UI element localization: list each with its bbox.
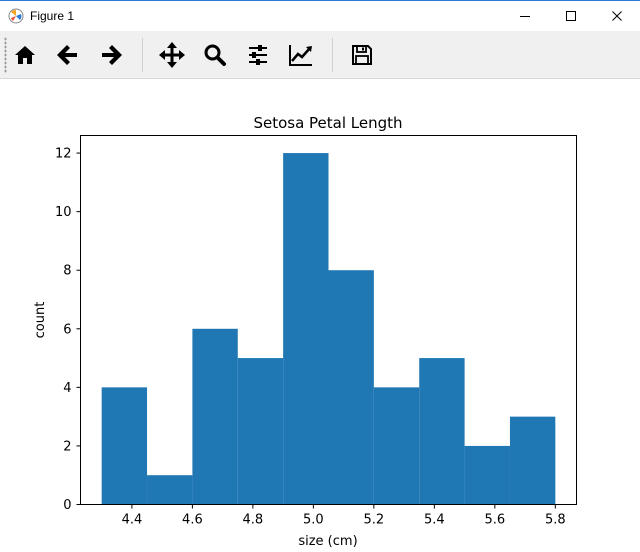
matplotlib-app-icon [8,8,24,24]
x-tick-label: 5.8 [545,513,566,528]
window-title-bar: Figure 1 [0,0,640,31]
configure-subplots-button[interactable] [240,37,276,73]
histogram-bar-8 [419,358,465,505]
histogram-bar-4 [237,358,284,505]
x-tick-label: 5.0 [303,513,324,528]
save-button[interactable] [344,37,380,73]
edit-axis-icon [289,45,312,66]
histogram-bar-1 [101,387,148,505]
toolbar-separator [332,38,333,72]
home-button[interactable] [7,37,43,73]
histogram-bar-5 [283,153,329,505]
histogram-bar-7 [373,387,420,505]
y-tick-label: 4 [63,381,71,396]
home-icon [15,46,35,64]
histogram-bar-3 [192,328,238,505]
y-tick-label: 10 [55,205,72,220]
y-tick-label: 6 [63,322,71,337]
y-tick-label: 8 [63,264,71,279]
x-tick-label: 5.6 [484,513,505,528]
zoom-button[interactable] [197,37,233,73]
histogram-bars [101,153,556,505]
back-button[interactable] [50,37,86,73]
close-button[interactable] [594,1,640,31]
histogram-bar-2 [147,475,193,505]
y-tick-label: 12 [55,147,72,162]
x-tick-label: 4.8 [243,513,264,528]
zoom-icon [204,44,226,66]
histogram-bar-9 [464,445,510,505]
toolbar-grip[interactable] [4,37,7,73]
pan-icon [159,42,185,68]
histogram-chart: Setosa Petal Length 4.4 4.6 4.8 5.0 5.2 5.4 5.… [33,114,577,549]
y-tick-label: 2 [63,439,71,454]
maximize-button[interactable] [548,1,594,31]
x-tick-label: 5.2 [364,513,385,528]
x-tick-label: 5.4 [424,513,445,528]
histogram-bar-6 [328,270,374,505]
close-icon [612,11,622,21]
edit-axis-button[interactable] [283,37,319,73]
x-axis-ticks: 4.4 4.6 4.8 5.0 5.2 5.4 5.6 5.8 [122,504,566,528]
minimize-icon [520,16,530,17]
plot-area-frame [80,135,577,505]
forward-button[interactable] [93,37,129,73]
save-icon [352,45,372,65]
y-axis-ticks: 0 2 4 6 8 10 12 [55,147,81,513]
maximize-icon [566,11,576,21]
navigation-toolbar [0,31,640,79]
forward-arrow-icon [102,45,122,65]
back-arrow-icon [57,45,77,65]
x-tick-label: 4.4 [122,513,143,528]
y-axis-label: count [33,302,48,339]
window-title: Figure 1 [30,9,75,23]
x-axis-label: size (cm) [298,534,357,549]
y-tick-label: 0 [63,498,71,513]
chart-title: Setosa Petal Length [253,114,402,132]
pan-button[interactable] [154,37,190,73]
subplots-config-icon [249,45,267,65]
x-tick-label: 4.6 [182,513,203,528]
toolbar-separator [142,38,143,72]
histogram-bar-10 [509,416,556,505]
minimize-button[interactable] [502,1,548,31]
